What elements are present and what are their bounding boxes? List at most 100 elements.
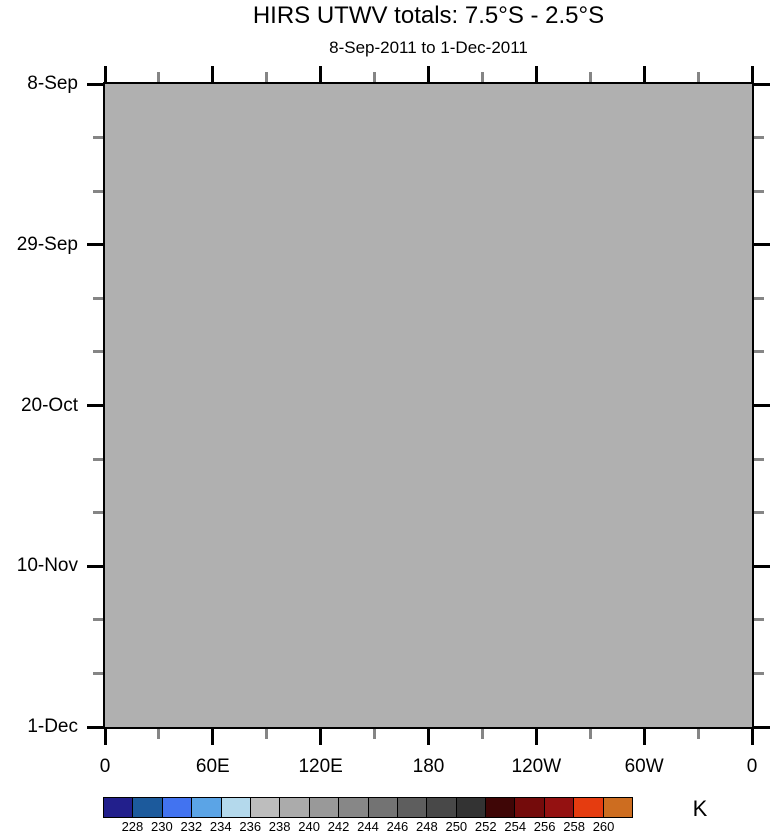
x-major-tick <box>534 66 538 82</box>
y-minor-tick <box>93 350 103 354</box>
x-minor-tick <box>373 72 377 82</box>
colorbar-tick-label: 260 <box>592 819 615 834</box>
colorbar-cell <box>104 798 134 817</box>
y-minor-tick <box>754 136 764 140</box>
colorbar-cell <box>250 798 281 817</box>
colorbar-cell <box>368 798 398 817</box>
x-major-tick <box>319 66 323 82</box>
colorbar-cell <box>603 798 633 817</box>
y-major-tick <box>87 564 103 568</box>
colorbar-cell <box>515 798 545 817</box>
colorbar-tick-label: 238 <box>268 819 291 834</box>
y-major-tick <box>87 404 103 407</box>
colorbar-cell <box>133 798 163 817</box>
y-minor-tick <box>93 671 103 675</box>
colorbar-tick-label: 232 <box>180 819 203 834</box>
x-major-tick <box>750 66 754 82</box>
x-minor-tick <box>265 729 269 739</box>
x-major-tick <box>103 66 107 82</box>
y-tick-label: 1-Dec <box>27 716 78 737</box>
x-minor-tick <box>696 729 700 739</box>
colorbar-unit-label: K <box>692 796 708 821</box>
x-minor-tick <box>696 72 700 82</box>
x-major-tick <box>642 729 646 745</box>
x-minor-tick <box>373 729 377 739</box>
x-tick-label: 120E <box>298 756 343 777</box>
y-minor-tick <box>754 671 764 675</box>
colorbar-tick-label: 230 <box>151 819 173 834</box>
x-major-tick <box>211 66 215 82</box>
y-major-tick <box>87 243 103 247</box>
x-minor-tick <box>588 72 592 82</box>
y-minor-tick <box>754 457 764 461</box>
y-major-tick <box>754 725 770 729</box>
colorbar-cell <box>427 798 457 817</box>
colorbar-tick-label: 246 <box>386 819 409 834</box>
x-minor-tick <box>157 729 161 739</box>
x-minor-tick <box>480 729 484 739</box>
y-minor-tick <box>754 511 764 515</box>
y-minor-tick <box>93 296 103 300</box>
y-minor-tick <box>93 457 103 461</box>
y-tick-label: 10-Nov <box>16 555 78 577</box>
colorbar-tick-label: 254 <box>504 819 527 834</box>
x-major-tick <box>534 729 538 745</box>
x-tick-label: 180 <box>412 756 445 777</box>
y-major-tick <box>87 725 103 729</box>
y-minor-tick <box>754 189 764 193</box>
colorbar-tick-label: 236 <box>239 819 262 834</box>
x-major-tick <box>211 729 215 745</box>
y-major-tick <box>754 243 770 247</box>
y-tick-label: 20-Oct <box>20 394 78 416</box>
x-minor-tick <box>157 72 161 82</box>
x-minor-tick <box>588 729 592 739</box>
colorbar-cell <box>486 798 516 817</box>
colorbar-cell <box>221 798 251 817</box>
y-major-tick <box>87 82 103 86</box>
x-tick-label: 60W <box>624 756 664 777</box>
y-minor-tick <box>754 350 764 354</box>
page-title: HIRS UTWV totals: 7.5°S - 2.5°S <box>252 2 605 29</box>
y-minor-tick <box>93 136 103 140</box>
x-tick-label: 60E <box>195 756 230 777</box>
y-minor-tick <box>93 618 103 622</box>
colorbar-cell <box>339 798 369 817</box>
colorbar-cell <box>397 798 428 817</box>
y-tick-label: 8-Sep <box>27 73 78 94</box>
colorbar-cell <box>544 798 575 817</box>
colorbar-cell <box>456 798 487 817</box>
y-major-tick <box>754 404 770 407</box>
colorbar-cell <box>574 798 604 817</box>
colorbar-tick-label: 256 <box>533 819 556 834</box>
y-minor-tick <box>754 296 764 300</box>
x-major-tick <box>319 729 323 745</box>
x-major-tick <box>427 729 430 745</box>
y-minor-tick <box>93 189 103 193</box>
y-major-tick <box>754 82 770 86</box>
colorbar-cell <box>192 798 222 817</box>
y-minor-tick <box>93 511 103 515</box>
colorbar-tick-label: 242 <box>327 819 350 834</box>
x-major-tick <box>750 729 754 745</box>
plot-frame <box>103 82 754 729</box>
colorbar-tick-label: 258 <box>563 819 585 834</box>
x-tick-label: 0 <box>99 756 111 777</box>
y-minor-tick <box>754 618 764 622</box>
colorbar-tick-label: 252 <box>474 819 497 834</box>
colorbar-tick-label: 248 <box>416 819 438 834</box>
x-major-tick <box>427 66 430 82</box>
x-major-tick <box>642 66 646 82</box>
colorbar-tick-label: 234 <box>209 819 232 834</box>
colorbar-tick-label: 244 <box>357 819 379 834</box>
colorbar <box>103 797 633 818</box>
colorbar-tick-label: 240 <box>298 819 320 834</box>
x-minor-tick <box>265 72 269 82</box>
colorbar-tick-label: 228 <box>121 819 144 834</box>
x-minor-tick <box>480 72 484 82</box>
x-tick-label: 120W <box>511 756 562 777</box>
colorbar-cell <box>280 798 310 817</box>
colorbar-cell <box>162 798 193 817</box>
colorbar-cell <box>309 798 340 817</box>
x-major-tick <box>103 729 107 745</box>
